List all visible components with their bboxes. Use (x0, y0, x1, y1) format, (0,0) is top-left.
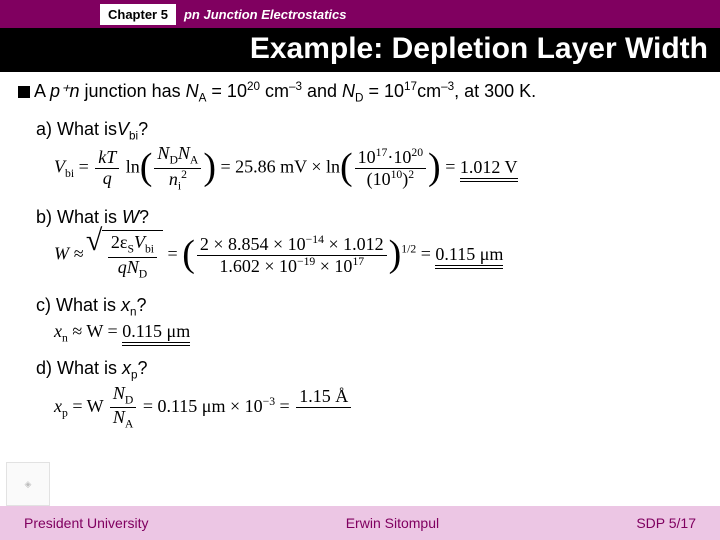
question-a: a) What isVbi? (36, 119, 702, 143)
t: cm (417, 81, 441, 101)
t: W (122, 207, 139, 227)
t: ≈ W = (68, 321, 122, 341)
footer-bar: President University Erwin Sitompul SDP … (0, 506, 720, 540)
t: −19 (297, 255, 315, 268)
footer-left: President University (24, 515, 149, 531)
t: N (113, 407, 125, 427)
t: –3 (441, 80, 454, 93)
chapter-subtitle: pn Junction Electrostatics (184, 7, 347, 22)
t: W ≈ (54, 244, 83, 264)
result-d: 1.15 Å (296, 387, 351, 408)
t: kT (98, 147, 116, 167)
t: D (169, 154, 177, 167)
t: a) What is (36, 119, 117, 139)
t: −3 (263, 395, 275, 408)
t: D (355, 92, 363, 105)
t: = 0.115 μm × 10 (143, 396, 263, 416)
question-c: c) What is xn? (36, 295, 702, 319)
t: = (275, 396, 294, 416)
t: A (34, 81, 50, 101)
t: N (178, 143, 190, 163)
t: D (125, 393, 133, 406)
t: b) What is (36, 207, 122, 227)
t: 20 (411, 146, 423, 159)
t: 2ε (111, 232, 128, 252)
equation-a: Vbi = kTq ln(NDNAni2) = 25.86 mV × ln(10… (54, 144, 702, 193)
equation-d: xp = W NDNA = 0.115 μm × 10−3 = 1.15 Å (54, 384, 702, 432)
given-statement: A p⁺n junction has NA = 1020 cm–3 and ND… (18, 80, 702, 105)
t: d) What is (36, 358, 122, 378)
t: 17 (352, 255, 364, 268)
t: 2 × 8.854 × 10 (200, 234, 306, 254)
t: 17 (404, 80, 417, 93)
bullet-icon (18, 86, 30, 98)
junction-type: p⁺n (50, 81, 80, 101)
t: 10 (358, 147, 376, 167)
t: N (342, 81, 355, 101)
t: cm (260, 81, 289, 101)
t: –3 (289, 80, 302, 93)
t: A (125, 418, 133, 431)
t: c) What is (36, 295, 121, 315)
chapter-label: Chapter 5 (100, 4, 176, 25)
t: = 10 (206, 81, 247, 101)
t: x (122, 358, 131, 378)
footer-right: SDP 5/17 (636, 515, 696, 531)
t: ? (139, 207, 149, 227)
t: junction has (80, 81, 186, 101)
t: 17 (376, 146, 388, 159)
t: q (103, 168, 112, 188)
t: ? (138, 358, 148, 378)
t: 10 (391, 168, 403, 181)
t: i (178, 179, 181, 192)
t: × 10 (315, 256, 352, 276)
t: 2 (408, 168, 414, 181)
t: × 1.012 (324, 234, 384, 254)
slide-title: Example: Depletion Layer Width (0, 28, 720, 72)
t: 10 (393, 147, 411, 167)
result-a: 1.012 V (460, 157, 518, 182)
t: 25.86 mV × ln (235, 157, 340, 177)
t: D (139, 267, 147, 280)
t: bi (145, 243, 154, 256)
t: 2 (181, 168, 187, 181)
question-d: d) What is xp? (36, 358, 702, 382)
t: −14 (306, 233, 324, 246)
t: 1/2 (401, 243, 416, 256)
t: V (54, 157, 65, 177)
t: and (302, 81, 342, 101)
t: 10 (373, 169, 391, 189)
t: N (186, 81, 199, 101)
equation-b: W ≈ 2εSVbiqND = (2 × 8.854 × 10−14 × 1.0… (54, 230, 702, 281)
t: N (157, 143, 169, 163)
t: x (121, 295, 130, 315)
t: x (54, 321, 62, 341)
t: V (134, 232, 145, 252)
t: x (54, 396, 62, 416)
footer-center: Erwin Sitompul (346, 515, 439, 531)
t: 1.602 × 10 (219, 256, 297, 276)
equation-c: xn ≈ W = 0.115 μm (54, 321, 702, 345)
result-b: 0.115 μm (435, 244, 503, 269)
header-bar: Chapter 5 pn Junction Electrostatics (0, 0, 720, 28)
t: N (113, 383, 125, 403)
t: , at 300 K. (454, 81, 536, 101)
t: A (190, 154, 198, 167)
t: bi (129, 129, 138, 142)
content-area: A p⁺n junction has NA = 1020 cm–3 and ND… (0, 72, 720, 432)
t: 20 (247, 80, 260, 93)
t: = W (68, 396, 104, 416)
t: n (169, 169, 178, 189)
question-b: b) What is W? (36, 207, 702, 228)
t: = 10 (364, 81, 405, 101)
t: V (117, 119, 129, 139)
university-logo-icon: ◈ (6, 462, 50, 506)
t: ? (137, 295, 147, 315)
result-c: 0.115 μm (122, 321, 190, 346)
t: ? (138, 119, 148, 139)
t: qN (118, 257, 139, 277)
t: bi (65, 167, 74, 180)
